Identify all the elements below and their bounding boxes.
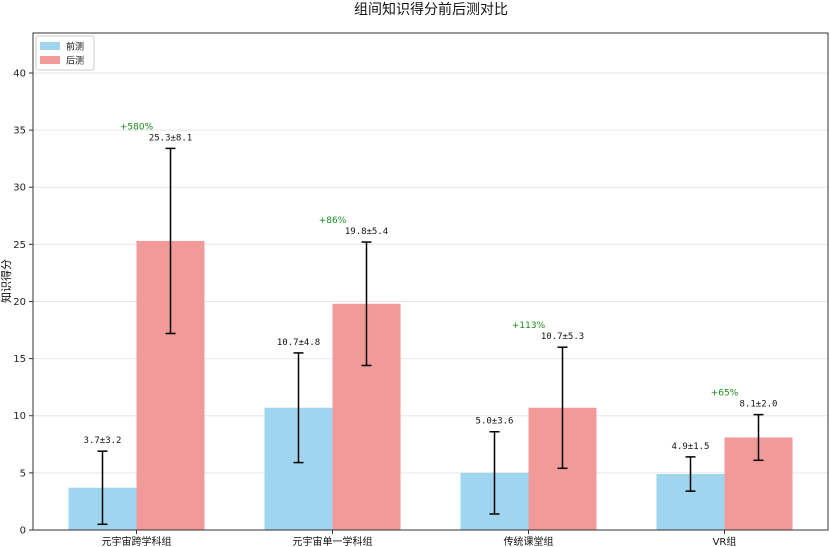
y-tick-label: 25	[13, 240, 26, 251]
legend-swatch-pre	[40, 42, 60, 50]
improvement-label: +113%	[512, 321, 546, 331]
y-tick-label: 5	[20, 468, 26, 479]
error-bars	[97, 147, 764, 526]
value-label: 19.8±5.4	[345, 227, 388, 237]
improvement-label: +65%	[711, 389, 739, 399]
value-label: 5.0±3.6	[476, 417, 514, 427]
improvement-label: +86%	[319, 216, 347, 226]
x-tick-label: 元宇宙单一学科组	[293, 535, 373, 547]
y-tick-label: 15	[13, 354, 26, 365]
plot-frame	[32, 32, 829, 531]
bars	[68, 240, 793, 530]
y-tick-label: 35	[13, 126, 26, 137]
value-label: 3.7±3.2	[84, 436, 122, 446]
value-label: 8.1±2.0	[740, 400, 778, 410]
value-label: 25.3±8.1	[149, 133, 192, 143]
y-tick-label: 20	[13, 297, 26, 308]
y-tick-label: 0	[20, 526, 26, 537]
y-axis-label: 知识得分	[0, 259, 13, 303]
x-tick-label: 传统课堂组	[504, 535, 554, 547]
legend-label-pre: 前测	[66, 41, 84, 53]
y-tick-label: 40	[13, 68, 26, 79]
legend-swatch-post	[40, 56, 60, 64]
legend-label-post: 后测	[66, 56, 84, 67]
y-tick-label: 10	[13, 411, 26, 422]
y-tick-label: 30	[13, 183, 26, 194]
value-label: 4.9±1.5	[672, 442, 710, 452]
value-label: 10.7±5.3	[541, 332, 584, 342]
x-tick-label: VR组	[713, 535, 737, 547]
value-label: 10.7±4.8	[277, 338, 320, 348]
legend-box	[35, 35, 95, 71]
data-labels: 3.7±3.2 25.3±8.1+580% 10.7±4.8 19.8±5.4+86%…	[84, 122, 778, 451]
axis-ticks: 0 5 10 15 20 25 30 35 40 元宇宙跨学科组 元宇宙单一学科组 传统课堂组 VR组	[13, 68, 736, 547]
improvement-label: +580%	[120, 122, 154, 132]
chart-title: 组间知识得分前后测对比	[354, 1, 508, 18]
x-tick-label: 元宇宙跨学科组	[102, 535, 172, 547]
